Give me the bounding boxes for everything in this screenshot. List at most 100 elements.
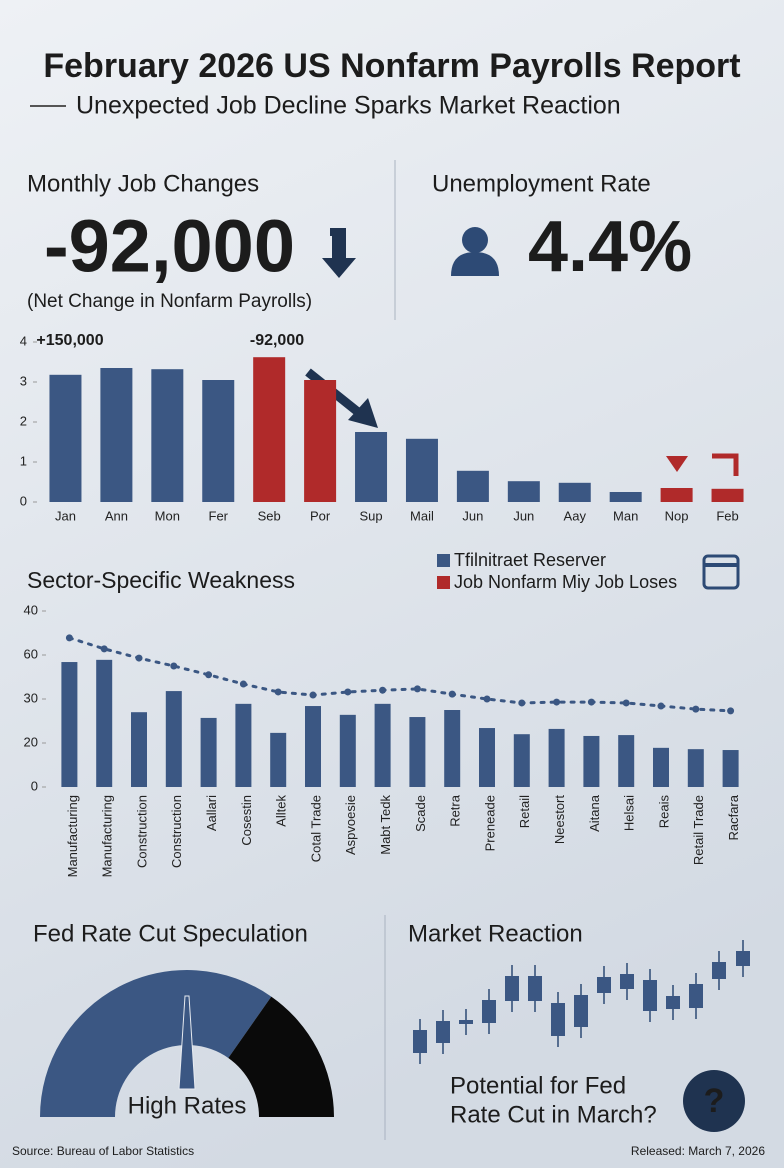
- gauge-label: High Rates: [128, 1092, 247, 1119]
- trend-point: [100, 645, 108, 653]
- y-tick-label: 3: [20, 373, 27, 388]
- calendar-icon: [702, 554, 740, 590]
- bar: [270, 732, 287, 787]
- marker: [666, 456, 688, 472]
- bar: [305, 706, 321, 787]
- trend-point: [483, 695, 491, 703]
- candle-body: [689, 984, 703, 1008]
- candle-body: [413, 1030, 427, 1053]
- trend-point: [553, 698, 561, 706]
- bar: [202, 380, 235, 502]
- y-tick-label: 0: [20, 493, 27, 508]
- x-tick-label: Scade: [413, 795, 428, 832]
- kpi-value: -92,000: [44, 205, 295, 288]
- bar: [583, 735, 600, 787]
- x-tick-label: Cosestin: [239, 795, 254, 846]
- y-tick-label: 0: [31, 778, 38, 793]
- question-text: Potential for Fed: [450, 1072, 626, 1099]
- trend-arrow-head: [348, 398, 378, 428]
- x-tick-label: Jun: [462, 508, 483, 523]
- bar: [479, 728, 495, 787]
- person-icon: [451, 252, 499, 276]
- trend-point: [65, 634, 73, 642]
- trend-point: [413, 685, 421, 693]
- trend-point: [344, 688, 352, 696]
- x-tick-label: Aitana: [587, 794, 602, 832]
- bar: [687, 749, 704, 787]
- x-tick-label: Por: [310, 508, 331, 523]
- x-tick-label: Aallari: [204, 795, 219, 831]
- x-tick-label: Neestort: [552, 795, 567, 845]
- kpi-label: Monthly Job Changes: [27, 170, 259, 197]
- x-tick-label: Preneade: [482, 795, 497, 851]
- candle-body: [597, 977, 611, 993]
- subtitle: Unexpected Job Decline Sparks Market Rea…: [76, 92, 621, 120]
- trend-point: [692, 705, 700, 713]
- trend-point: [309, 691, 317, 699]
- bar: [235, 703, 252, 787]
- person-icon: [462, 227, 488, 253]
- candle-body: [643, 980, 657, 1011]
- x-tick-label: Aspvoesie: [343, 795, 358, 855]
- x-tick-label: Mon: [155, 508, 180, 523]
- bar: [151, 369, 184, 502]
- candle-body: [574, 995, 588, 1027]
- bar: [456, 470, 489, 502]
- question-text: Rate Cut in March?: [450, 1101, 657, 1128]
- x-tick-label: Retail Trade: [691, 795, 706, 865]
- x-tick-label: Manufacturing: [100, 795, 115, 877]
- bar: [355, 432, 388, 502]
- section-title: Fed Rate Cut Speculation: [33, 920, 308, 947]
- candle-body: [528, 976, 542, 1001]
- bar: [513, 734, 530, 787]
- bar: [722, 750, 739, 787]
- trend-point: [135, 654, 143, 662]
- x-tick-label: Helsai: [622, 795, 637, 831]
- x-tick-label: Ann: [105, 508, 128, 523]
- y-tick-label: 20: [24, 734, 38, 749]
- x-tick-label: Construction: [169, 795, 184, 868]
- bar: [609, 492, 642, 502]
- trend-point: [205, 671, 213, 679]
- bar: [653, 747, 669, 787]
- bar: [131, 712, 147, 787]
- annotation: +150,000: [36, 332, 103, 349]
- x-tick-label: Cotal Trade: [308, 795, 323, 862]
- x-tick-label: Alltek: [274, 795, 289, 827]
- x-tick-label: Reais: [656, 795, 671, 829]
- candle-body: [712, 962, 726, 979]
- legend-swatch: [437, 554, 450, 567]
- x-tick-label: Aay: [564, 508, 587, 523]
- trend-point: [518, 699, 526, 707]
- gauge-needle: [178, 995, 196, 1090]
- y-tick-label: 4: [20, 333, 27, 348]
- x-tick-label: Retra: [448, 794, 463, 827]
- trend-point: [274, 688, 282, 696]
- x-tick-label: Feb: [716, 508, 738, 523]
- x-tick-label: Nop: [665, 508, 689, 523]
- x-tick-label: Mail: [410, 508, 434, 523]
- legend-swatch: [437, 576, 450, 589]
- trend-line: [67, 636, 733, 713]
- legend-label: Job Nonfarm Miy Job Loses: [454, 572, 677, 592]
- candle-body: [666, 996, 680, 1009]
- candle-body: [551, 1003, 565, 1036]
- legend-label: Tfilnitraet Reserver: [454, 550, 606, 570]
- x-tick-label: Jan: [55, 508, 76, 523]
- y-tick-label: 40: [24, 602, 38, 617]
- kpi-value: 4.4%: [528, 207, 692, 287]
- bar: [444, 710, 461, 787]
- candle-body: [736, 951, 750, 966]
- x-tick-label: Fer: [209, 508, 229, 523]
- x-tick-label: Sup: [359, 508, 382, 523]
- bar: [507, 481, 540, 502]
- kpi-label: Unemployment Rate: [432, 170, 651, 197]
- x-tick-label: Manufacturing: [65, 795, 80, 877]
- section-title: Sector-Specific Weakness: [27, 567, 295, 593]
- bar: [618, 735, 635, 787]
- bar: [660, 488, 693, 502]
- bar: [304, 380, 337, 502]
